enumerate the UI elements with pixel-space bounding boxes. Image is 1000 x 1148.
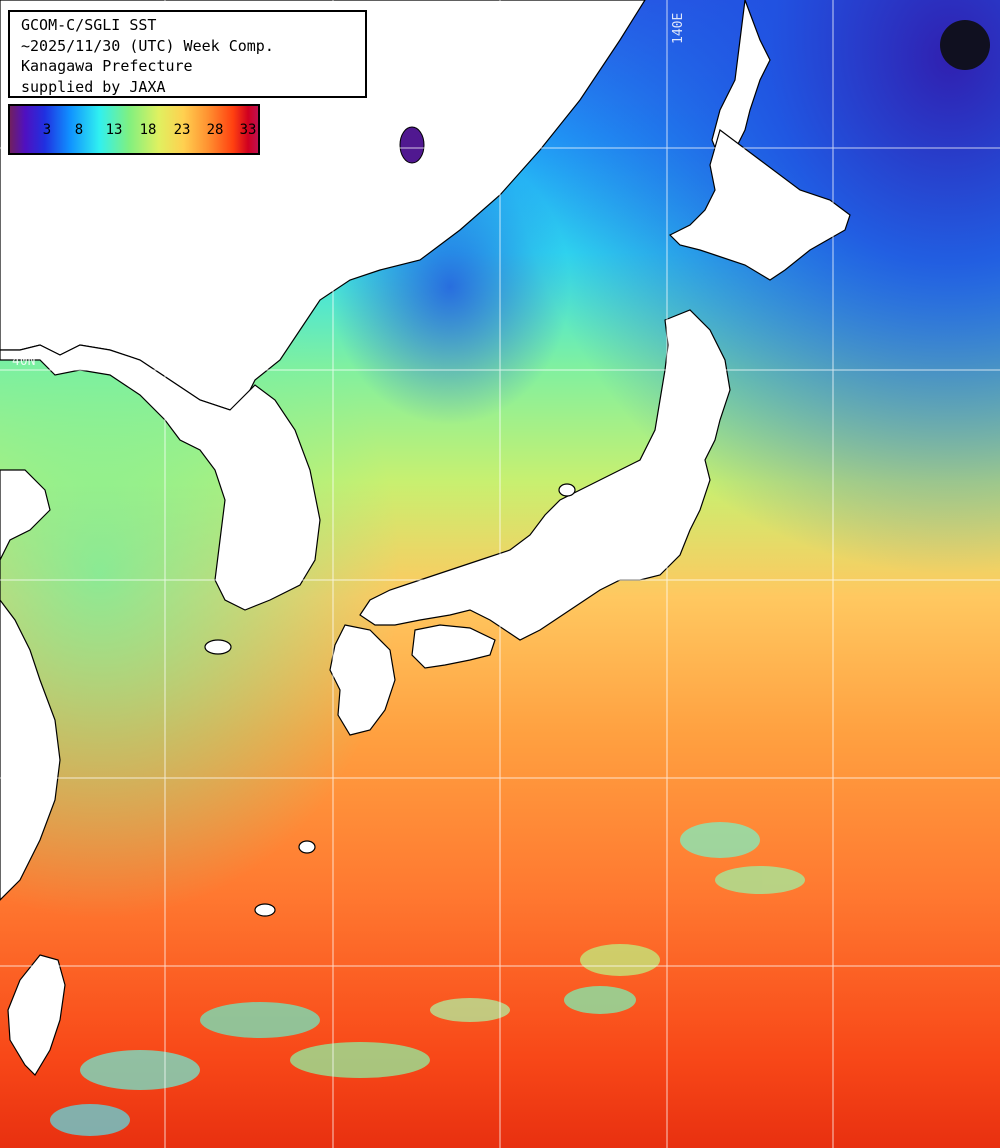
land-hokkaido — [668, 128, 851, 281]
cloud-dark-northeast — [940, 20, 990, 70]
land-china — [0, 469, 61, 901]
longitude-label: 140E — [671, 12, 686, 44]
title-box: GCOM-C/SGLI SST ~2025/11/30 (UTC) Week C… — [8, 10, 367, 98]
land-jeju — [204, 639, 232, 655]
legend-label: 28 — [206, 122, 224, 138]
land-honshu — [359, 309, 731, 641]
title-line-supplier: supplied by JAXA — [21, 77, 166, 96]
land-taiwan — [7, 954, 66, 1076]
legend-label: 13 — [105, 122, 123, 138]
legend-label: 8 — [74, 122, 84, 138]
title-line-region: Kanagawa Prefecture — [21, 57, 193, 75]
land — [0, 0, 851, 1076]
legend-labels: 3 8 13 18 23 28 33 — [10, 122, 258, 142]
legend-label: 23 — [173, 122, 191, 138]
land-shikoku — [411, 624, 496, 669]
latitude-label: 40N — [12, 354, 36, 369]
legend-label: 3 — [42, 122, 52, 138]
land-sado — [558, 483, 576, 497]
cold-spot — [399, 126, 425, 164]
color-scale-legend: 3 8 13 18 23 28 33 — [8, 104, 260, 155]
title-line-date: ~2025/11/30 (UTC) Week Comp. — [21, 36, 274, 55]
legend-label: 18 — [139, 122, 157, 138]
cloud-patches — [50, 822, 805, 1136]
title-line-product: GCOM-C/SGLI SST — [21, 16, 157, 34]
land-kyushu — [329, 624, 396, 736]
land-korea — [0, 344, 321, 611]
legend-label: 33 — [239, 122, 257, 138]
